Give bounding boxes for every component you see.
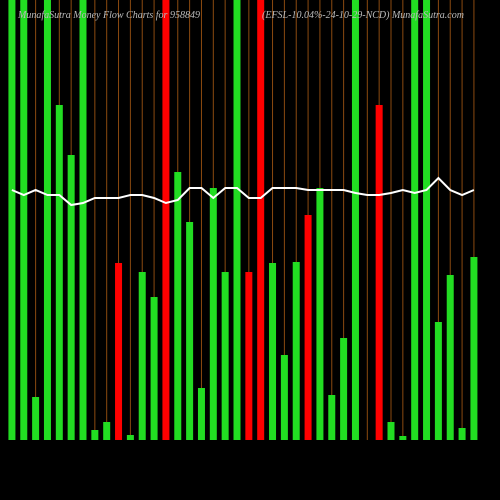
- bar: [351, 0, 359, 440]
- bar: [245, 272, 253, 440]
- bar: [138, 272, 146, 440]
- bar: [399, 436, 407, 440]
- bar: [340, 338, 348, 440]
- bar: [387, 422, 395, 440]
- bar: [79, 0, 87, 440]
- bar: [257, 0, 265, 440]
- bar: [126, 435, 134, 440]
- bar: [470, 257, 478, 440]
- bar: [304, 215, 312, 440]
- bar: [292, 262, 300, 440]
- bar: [423, 0, 431, 440]
- bar: [32, 397, 40, 440]
- bar: [67, 155, 75, 440]
- chart-title: MunafaSutra Money Flow Charts for 958849: [17, 10, 200, 21]
- chart-subtitle: (EFSL-10.04%-24-10-29-NCD) MunafaSutra.c…: [262, 10, 464, 21]
- bar: [91, 430, 99, 440]
- bar: [375, 105, 383, 440]
- bar: [209, 188, 217, 440]
- bar: [233, 0, 241, 440]
- bar: [8, 0, 16, 440]
- bar: [197, 388, 205, 440]
- bar: [43, 0, 51, 440]
- bar: [434, 322, 442, 440]
- bar: [280, 355, 288, 440]
- bar: [162, 0, 170, 440]
- bar: [55, 105, 63, 440]
- bar: [446, 275, 454, 440]
- bar: [174, 172, 182, 440]
- bar: [411, 0, 419, 440]
- bar: [269, 263, 277, 440]
- bar: [221, 272, 229, 440]
- bar: [316, 188, 324, 440]
- bar: [150, 297, 158, 440]
- trend-line: [11, 176, 475, 207]
- bar: [115, 263, 123, 440]
- bar: [20, 0, 28, 440]
- bar: [186, 222, 194, 440]
- bar: [458, 428, 466, 440]
- bar: [328, 395, 336, 440]
- bar: [103, 422, 111, 440]
